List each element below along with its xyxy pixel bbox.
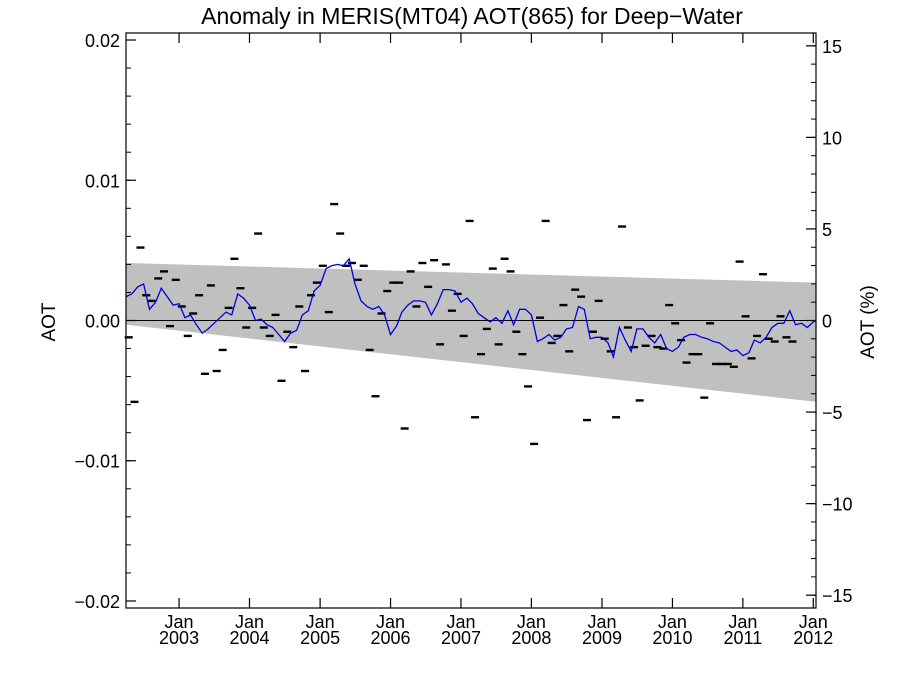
y2-tick-label: −15 (822, 586, 853, 606)
x-tick-year-label: 2011 (724, 628, 763, 648)
uncertainty-band (126, 263, 816, 402)
y2-tick-label: −5 (822, 403, 843, 423)
x-tick-month-label: Jan (728, 612, 757, 632)
y-tick-label: 0.00 (85, 312, 120, 332)
y-tick-label: −0.02 (74, 592, 120, 612)
x-tick-year-label: 2007 (441, 628, 481, 648)
y-tick-label: 0.01 (85, 171, 120, 191)
y-axis-title: AOT (39, 302, 60, 341)
x-tick-month-label: Jan (587, 612, 616, 632)
x-tick-month-label: Jan (306, 612, 335, 632)
x-tick-month-label: Jan (658, 612, 687, 632)
x-tick-month-label: Jan (517, 612, 546, 632)
x-tick-year-label: 2012 (793, 628, 833, 648)
x-tick-year-label: 2010 (652, 628, 692, 648)
y2-tick-label: 0 (822, 312, 832, 332)
axes: 0.020.010.00−0.01−0.02151050−5−10−15Jan2… (74, 31, 852, 648)
y2-tick-label: 10 (822, 128, 842, 148)
y2-tick-label: 5 (822, 220, 832, 240)
y2-tick-label: 15 (822, 37, 842, 57)
x-tick-year-label: 2009 (582, 628, 622, 648)
plot-area (124, 202, 817, 446)
x-tick-month-label: Jan (446, 612, 475, 632)
right-y-axis-title: AOT (%) (858, 285, 879, 359)
x-tick-month-label: Jan (165, 612, 194, 632)
y-tick-label: 0.02 (85, 31, 120, 51)
x-tick-month-label: Jan (235, 612, 264, 632)
x-tick-year-label: 2005 (300, 628, 340, 648)
x-tick-year-label: 2004 (229, 628, 269, 648)
x-tick-year-label: 2003 (159, 628, 199, 648)
y2-tick-label: −10 (822, 495, 853, 515)
y-tick-label: −0.01 (74, 452, 120, 472)
x-tick-year-label: 2008 (511, 628, 551, 648)
x-tick-month-label: Jan (376, 612, 405, 632)
chart-title: Anomaly in MERIS(MT04) AOT(865) for Deep… (201, 3, 743, 29)
x-tick-year-label: 2006 (371, 628, 411, 648)
x-tick-month-label: Jan (799, 612, 828, 632)
